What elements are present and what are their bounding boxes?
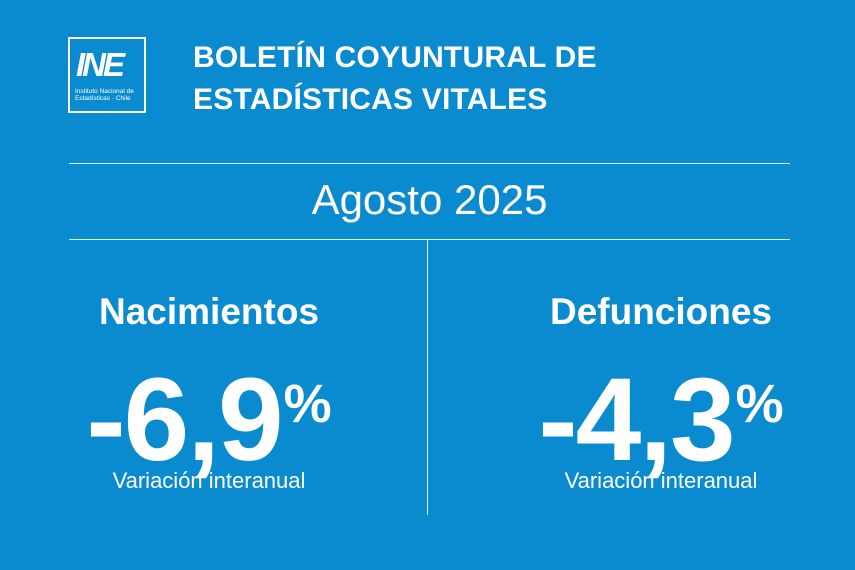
stat-label: Defunciones (549, 291, 773, 332)
period-label: Agosto 2025 (311, 176, 548, 223)
logo-subtitle: Instituto Nacional de Estadísticas · Chi… (75, 88, 134, 102)
stat-value: -6,9% (39, 345, 379, 479)
stat-value: -4,3% (491, 345, 831, 479)
logo-mark: INE (76, 46, 125, 83)
title-line-2: ESTADÍSTICAS VITALES (193, 83, 548, 116)
stat-number: -6,9 (86, 354, 283, 486)
stat-caption: Variación interanual (112, 468, 306, 493)
stat-label: Nacimientos (98, 291, 319, 332)
stat-caption: Variación interanual (564, 468, 758, 493)
divider-top (69, 163, 790, 164)
title-line-1: BOLETÍN COYUNTURAL DE (193, 41, 597, 74)
stat-number: -4,3 (538, 354, 735, 486)
percent-sign: % (735, 374, 784, 434)
divider-vertical (427, 240, 428, 515)
ine-logo: INE Instituto Nacional de Estadísticas ·… (68, 37, 146, 113)
percent-sign: % (283, 374, 332, 434)
stat-births: Nacimientos -6,9% Variación interanual (39, 285, 379, 495)
stat-deaths: Defunciones -4,3% Variación interanual (491, 285, 831, 495)
divider-middle (69, 239, 790, 240)
page-title: BOLETÍN COYUNTURAL DE ESTADÍSTICAS VITAL… (193, 37, 753, 121)
